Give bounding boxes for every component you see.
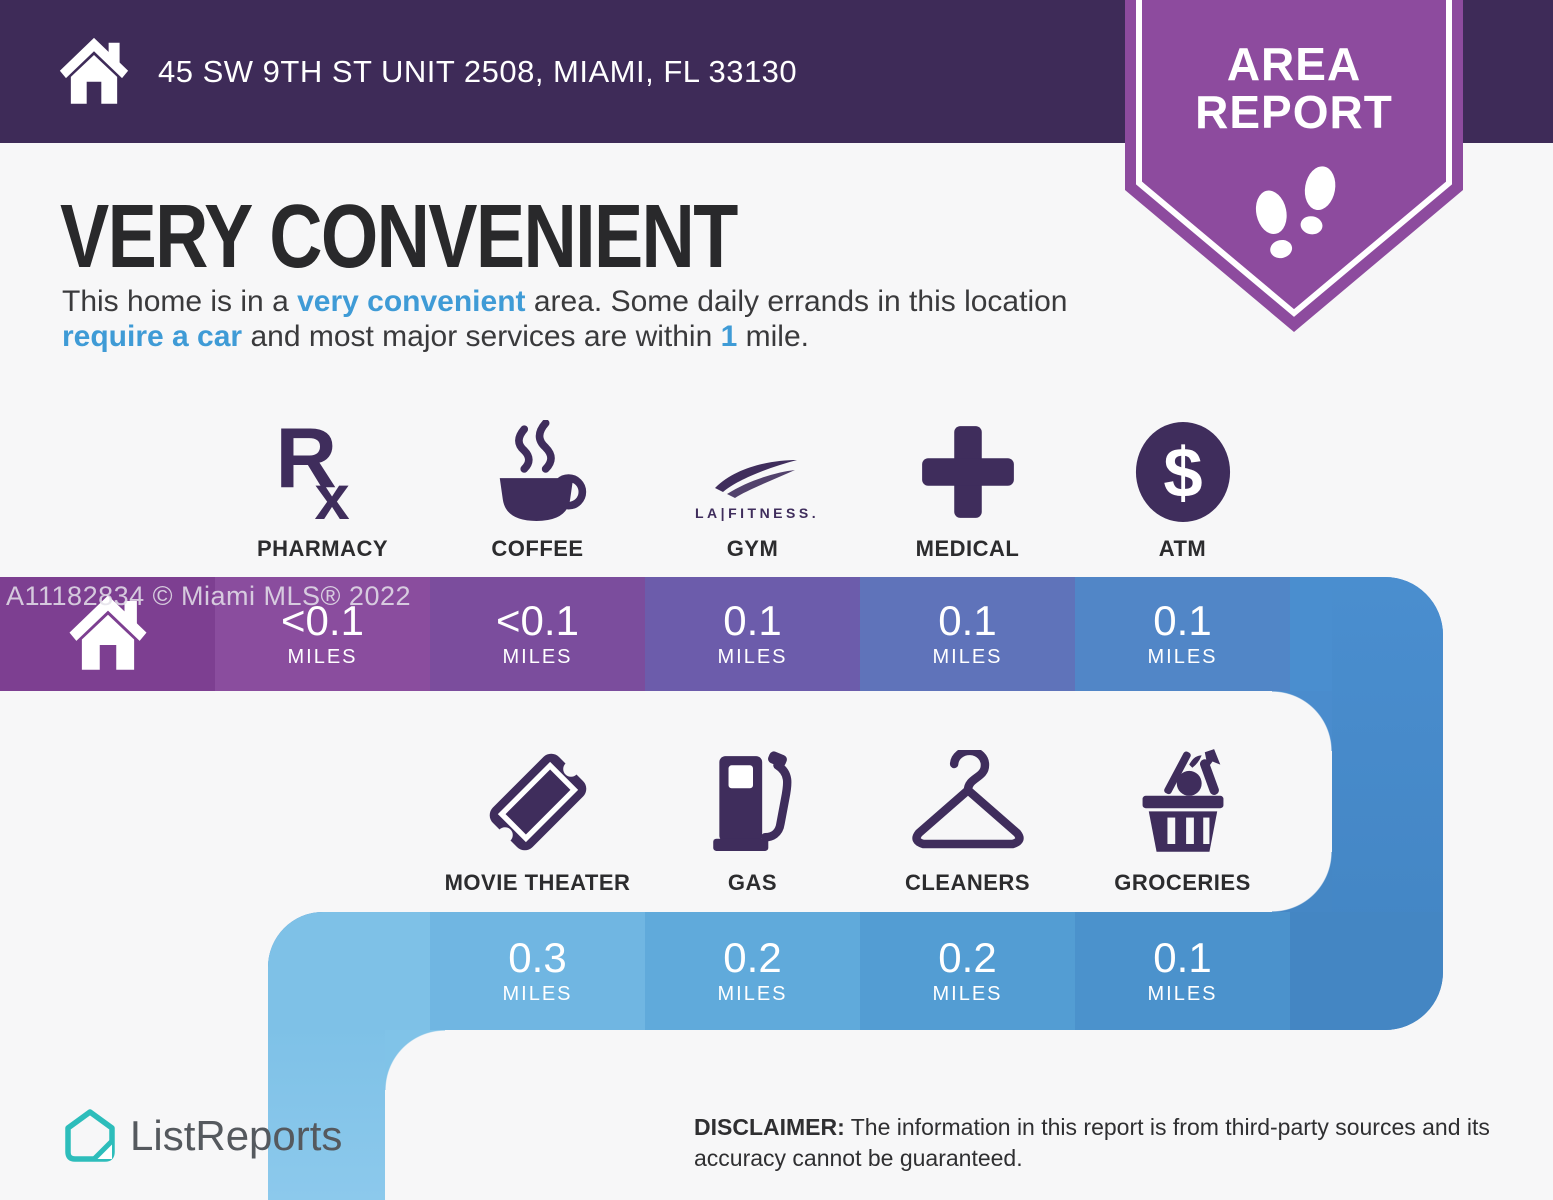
amenity-label: GROCERIES [1114, 870, 1251, 895]
distance-tile-pharmacy: <0.1 MILES [215, 577, 430, 691]
listreports-brand: ListReports [64, 1108, 342, 1164]
amenity-gym: LA|FITNESS. GYM [645, 406, 860, 562]
property-address: 45 SW 9TH ST UNIT 2508, MIAMI, FL 33130 [158, 54, 798, 89]
brand-name: ListReports [130, 1112, 343, 1159]
band-connector-left [268, 1028, 385, 1200]
intro-highlight: 1 [720, 320, 738, 353]
mls-watermark: A11182834 © Miami MLS® 2022 [6, 581, 411, 611]
intro-text: mile. [737, 320, 809, 353]
distance-unit: MILES [1147, 983, 1218, 1005]
amenity-row-bottom: MOVIE THEATER GAS [430, 740, 1290, 896]
distance-tile-gym: 0.1 MILES [645, 577, 860, 691]
la-fitness-logo: LA|FITNESS. [695, 460, 819, 521]
distance-value: 0.1 [1153, 597, 1212, 644]
home-band-segment [0, 577, 215, 691]
distance-unit: MILES [287, 646, 358, 668]
svg-text:LA|FITNESS.: LA|FITNESS. [695, 505, 819, 521]
coffee-icon [499, 420, 586, 521]
amenity-label: CLEANERS [904, 870, 1030, 895]
distance-value: <0.1 [496, 597, 579, 644]
disclaimer-label: DISCLAIMER: [694, 1114, 845, 1140]
distance-value: 0.3 [508, 934, 567, 981]
amenity-label: ATM [1158, 536, 1207, 561]
amenity-label: GAS [727, 870, 778, 895]
distance-value: 0.2 [723, 934, 782, 981]
intro-text: area. Some daily errands in this locatio… [525, 285, 1068, 318]
ribbon-title: AREA REPORT [1125, 40, 1463, 136]
amenity-coffee: COFFEE [430, 406, 645, 562]
distance-unit: MILES [502, 646, 573, 668]
amenity-movie-theater: MOVIE THEATER [430, 740, 645, 896]
page-title: VERY CONVENIENT [60, 187, 738, 287]
distance-tile-medical: 0.1 MILES [860, 577, 1075, 691]
distance-tile-cleaners: 0.2 MILES [860, 912, 1075, 1030]
footprints-icon [1255, 166, 1336, 259]
distance-unit: MILES [932, 646, 1003, 668]
amenity-atm: $ ATM [1075, 406, 1290, 562]
ribbon-line1: AREA [1226, 38, 1362, 90]
distance-value: 0.1 [1153, 934, 1212, 981]
groceries-basket-icon [1142, 749, 1223, 852]
home-icon [59, 37, 129, 104]
amenity-pharmacy: R x PHARMACY [215, 406, 430, 562]
atm-dollar-icon: $ [1135, 422, 1230, 522]
amenity-gas: GAS [645, 740, 860, 896]
amenity-medical: MEDICAL [860, 406, 1075, 562]
amenity-label: MEDICAL [915, 536, 1020, 561]
band-inner-fillet [1272, 852, 1332, 912]
amenity-label: GYM [726, 536, 779, 561]
amenity-label: MOVIE THEATER [444, 870, 631, 895]
band-inner-fillet [1272, 691, 1332, 751]
distance-unit: MILES [502, 983, 573, 1005]
home-icon [69, 595, 146, 670]
pharmacy-rx-icon: R x [275, 412, 349, 524]
amenity-label: PHARMACY [256, 536, 389, 561]
distance-tile-groceries: 0.1 MILES [1075, 912, 1290, 1030]
distance-tile-gas: 0.2 MILES [645, 912, 860, 1030]
movie-ticket-icon [489, 753, 586, 851]
intro-highlight: very convenient [297, 285, 526, 318]
distance-band-top: <0.1 MILES <0.1 MILES 0.1 MILES 0.1 MILE… [0, 577, 1443, 691]
distance-value: 0.1 [723, 597, 782, 644]
area-report-ribbon [1125, 0, 1463, 332]
band-curve-segment [268, 912, 430, 1030]
distance-tile-coffee: <0.1 MILES [430, 577, 645, 691]
amenity-cleaners: CLEANERS [860, 740, 1075, 896]
svg-text:$: $ [1163, 433, 1202, 512]
medical-cross-icon [921, 426, 1014, 518]
hanger-icon [911, 750, 1024, 849]
distance-tile-movie-theater: 0.3 MILES [430, 912, 645, 1030]
disclaimer-text: The information in this report is from t… [694, 1114, 1490, 1171]
band-inner-fillet [385, 1030, 445, 1090]
distance-unit: MILES [717, 646, 788, 668]
amenity-row-top: R x PHARMACY COFFEE [215, 406, 1290, 562]
disclaimer: DISCLAIMER: The information in this repo… [694, 1112, 1494, 1174]
svg-text:x: x [314, 463, 349, 524]
amenity-label: COFFEE [491, 536, 584, 561]
distance-value: 0.2 [938, 934, 997, 981]
distance-value: 0.1 [938, 597, 997, 644]
intro-highlight: require a car [62, 320, 243, 353]
intro-paragraph: This home is in a very convenient area. … [62, 284, 1102, 354]
distance-unit: MILES [717, 983, 788, 1005]
intro-text: and most major services are within [242, 320, 721, 353]
amenity-groceries: GROCERIES [1075, 740, 1290, 896]
svg-text:R: R [275, 412, 337, 506]
distance-unit: MILES [1147, 646, 1218, 668]
listreports-logo-icon [65, 1109, 115, 1162]
distance-value: <0.1 [281, 597, 364, 644]
ribbon-line2: REPORT [1195, 86, 1393, 138]
gas-pump-icon [712, 751, 791, 851]
distance-band-bottom: 0.3 MILES 0.2 MILES 0.2 MILES 0.1 MILES [268, 912, 1443, 1030]
distance-unit: MILES [932, 983, 1003, 1005]
intro-text: This home is in a [62, 285, 298, 318]
distance-tile-atm: 0.1 MILES [1075, 577, 1290, 691]
